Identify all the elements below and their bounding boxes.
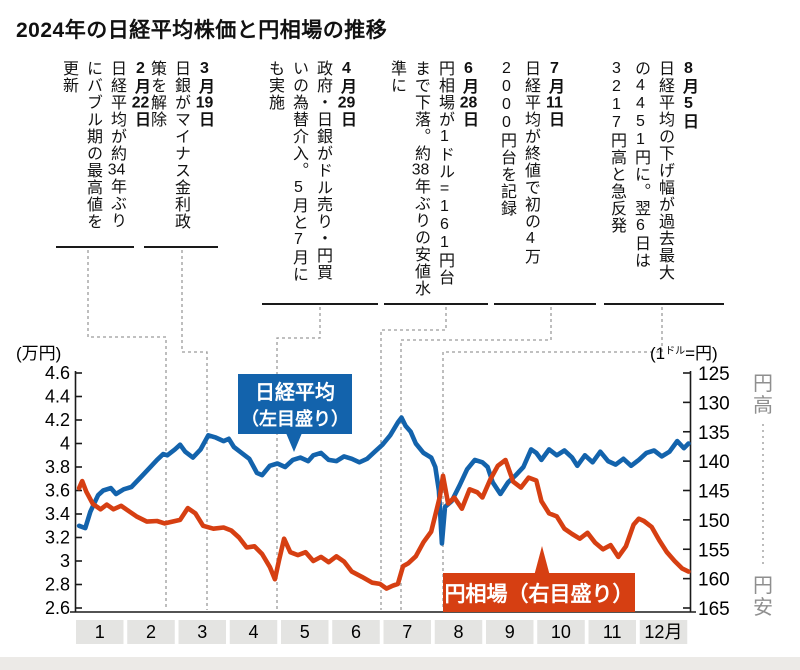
annotation-leader-line: [276, 307, 321, 610]
month-box: [383, 620, 431, 644]
left-tick-label: 4.2: [45, 410, 70, 430]
nikkei-legend-badge: 日経平均 （左目盛り）: [238, 374, 352, 452]
left-tick-label: 4: [60, 434, 70, 454]
left-tick-label: 2.8: [45, 575, 70, 595]
month-box: [76, 620, 124, 644]
month-label: 4: [248, 622, 258, 642]
right-axis-unit: (1ドル=円): [650, 344, 718, 363]
annotation-block: 6月28日 円相場が1ドル=161円台まで下落。約38年ぶりの安値水準に: [384, 60, 488, 305]
month-box: [639, 620, 688, 644]
yen-low-label-1: 円: [753, 575, 773, 597]
month-label: 1: [95, 622, 105, 642]
right-tick-label: 145: [698, 482, 730, 503]
yen-high-label-1: 円: [753, 373, 773, 395]
left-tick-label: 3.4: [45, 504, 70, 524]
annotation-text: 6月28日 円相場が1ドル=161円台まで下落。約38年ぶりの安値水準に: [388, 60, 478, 297]
yen-low-label-2: 安: [753, 596, 773, 619]
annotation-leader-line: [400, 307, 552, 610]
right-tick-label: 160: [698, 570, 730, 591]
annotation-underline: [262, 303, 378, 305]
annotation-underline: [144, 246, 218, 248]
left-tick-label: 4.4: [45, 387, 70, 407]
right-tick-label: 140: [698, 452, 730, 473]
left-tick-label: 2.6: [45, 598, 70, 618]
annotation-underline: [384, 303, 488, 305]
month-label: 7: [402, 622, 412, 642]
left-tick-label: 3: [60, 551, 70, 571]
month-label: 12月: [644, 622, 682, 642]
annotation-block: 8月5日 日経平均の下げ幅が過去最大の4451円に。翌6日は3217円高と急反発: [604, 60, 724, 305]
annotation-block: 7月11日 日経平均が終値で初の4万2000円台を記録: [494, 60, 596, 305]
right-tick-label: 150: [698, 511, 730, 532]
yen-direction-labels: 円 高 円 安: [753, 373, 773, 619]
leader-lines: [87, 250, 663, 610]
month-label: 10: [551, 622, 571, 642]
yen-high-label-2: 高: [753, 394, 773, 417]
right-tick-label: 130: [698, 393, 730, 414]
bottom-crop-band: [0, 657, 800, 670]
svg-text:日経平均: 日経平均: [255, 380, 335, 404]
annotation-text: 3月19日 日銀がマイナス金利政策を解除: [148, 60, 214, 230]
right-tick-label: 135: [698, 423, 730, 444]
month-box: [588, 620, 636, 644]
month-label: 5: [300, 622, 310, 642]
yen-legend-badge: 円相場（右目盛り）: [443, 546, 635, 612]
month-box: [229, 620, 278, 644]
page-title: 2024年の日経平均株価と円相場の推移: [16, 19, 388, 42]
annotation-block: 2月22日 日経平均が約34年ぶりにバブル期の最高値を更新: [56, 60, 149, 248]
annotation-underline: [56, 246, 134, 248]
month-box: [332, 620, 380, 644]
annotation-text: 2月22日 日経平均が約34年ぶりにバブル期の最高値を更新: [60, 60, 150, 230]
right-tick-label: 155: [698, 540, 730, 561]
svg-text:（左目盛り）: （左目盛り）: [241, 408, 349, 429]
month-label: 6: [351, 622, 361, 642]
data-series: [76, 415, 691, 591]
left-tick-label: 3.6: [45, 481, 70, 501]
annotation-leader-line: [380, 307, 447, 610]
annotation-block: 3月19日 日銀がマイナス金利政策を解除: [144, 60, 218, 248]
left-tick-label: 3.2: [45, 528, 70, 548]
month-box: [178, 620, 226, 644]
annotation-text: 8月5日 日経平均の下げ幅が過去最大の4451円に。翌6日は3217円高と急反発: [608, 60, 697, 281]
month-box: [127, 620, 175, 644]
annotation-text: 7月11日 日経平均が終値で初の4万2000円台を記録: [498, 60, 563, 265]
annotation-leader-line: [181, 250, 208, 610]
month-label: 2: [146, 622, 156, 642]
month-box: [537, 620, 585, 644]
annotation-underline: [604, 303, 724, 305]
month-label: 11: [603, 622, 622, 642]
right-tick-label: 125: [698, 364, 730, 385]
month-label: 8: [453, 622, 463, 642]
annotation-leader-line: [87, 250, 167, 610]
axis-ticks: [75, 372, 690, 609]
annotation-underline: [494, 303, 596, 305]
left-axis-unit: (万円): [16, 344, 61, 363]
yen-line: [76, 457, 691, 591]
axis-tick-labels: 4.6 4.4 4.2 4 3.8 3.6 3.4 3.2 3 2.8 2.6 125 130 135 14…: [45, 363, 730, 620]
month-box: [486, 620, 534, 644]
svg-text:円相場（右目盛り）: 円相場（右目盛り）: [445, 582, 634, 606]
month-box: [434, 620, 483, 644]
month-box: [281, 620, 329, 644]
month-label: 9: [505, 622, 515, 642]
dollar-small-label: ドル: [665, 346, 685, 357]
annotation-block: 4月29日 政府・日銀がドル売り・円買いの為替介入。5月と7月にも実施: [262, 60, 378, 305]
nikkei-line: [76, 415, 691, 546]
left-tick-label: 3.8: [45, 457, 70, 477]
annotation-text: 4月29日 政府・日銀がドル売り・円買いの為替介入。5月と7月にも実施: [266, 60, 356, 283]
left-tick-label: 4.6: [45, 363, 70, 383]
right-tick-label: 165: [698, 599, 730, 620]
month-label: 3: [197, 622, 207, 642]
month-axis: 1 2 3 4 5 6 7 8 9 10 11 12月: [76, 620, 688, 644]
